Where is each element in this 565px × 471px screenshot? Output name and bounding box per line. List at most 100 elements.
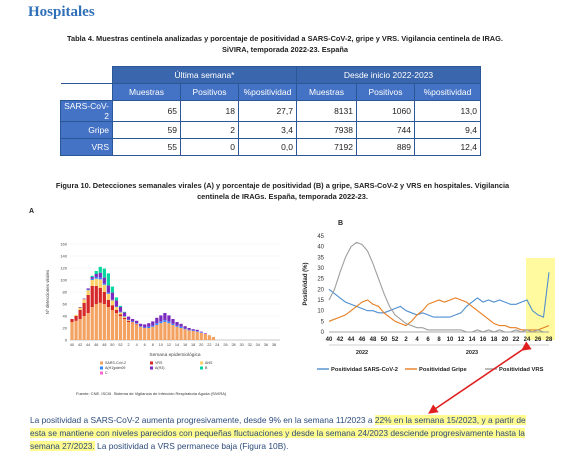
y-tick-label: 45 xyxy=(317,234,324,240)
legend-label: Positividad VRS xyxy=(499,367,544,373)
bar-segment xyxy=(139,326,143,327)
legend-label: A(H3) xyxy=(155,366,164,370)
table-cell: 889 xyxy=(356,138,415,156)
x-tick-label: 8 xyxy=(437,337,441,343)
x-tick-label: 44 xyxy=(86,343,90,347)
row-header: SARS-CoV-2 xyxy=(60,100,113,122)
bar-segment xyxy=(74,320,78,340)
bar-segment xyxy=(167,315,171,322)
table-corner xyxy=(60,66,113,84)
x-tick-label: 42 xyxy=(78,343,82,347)
bar-segment xyxy=(159,323,163,340)
bar-segment xyxy=(102,284,106,292)
bar-segment xyxy=(74,314,78,316)
bar-segment xyxy=(147,326,151,328)
bar-segment xyxy=(167,323,171,340)
legend-label: SARS-CoV-2 xyxy=(105,361,126,365)
bar-segment xyxy=(175,322,179,326)
legend-label: B xyxy=(205,366,208,370)
bar-segment xyxy=(163,322,167,340)
highlight-box xyxy=(526,258,555,340)
bar-segment xyxy=(203,334,207,340)
bar-segment xyxy=(187,330,191,340)
bar-segment xyxy=(159,321,163,324)
bar-segment xyxy=(102,268,106,278)
x-tick-label: 12 xyxy=(458,337,465,343)
bar-segment xyxy=(179,326,183,328)
bar-segment xyxy=(110,286,115,293)
group-header-season: Desde inicio 2022-2023 xyxy=(296,66,481,84)
bar-segment xyxy=(135,324,139,325)
x-tick-label: 22 xyxy=(513,337,520,343)
series-line xyxy=(328,241,549,333)
bar-segment xyxy=(163,320,167,322)
table-cell: 55 xyxy=(112,138,181,156)
x-tick-label: 40 xyxy=(326,337,333,343)
bar-segment xyxy=(167,321,171,324)
bar-segment xyxy=(207,335,211,340)
x-tick-label: 18 xyxy=(191,343,195,347)
bar-segment xyxy=(139,323,143,327)
bar-segment xyxy=(135,325,139,340)
bar-segment xyxy=(122,316,127,317)
legend-label: C xyxy=(105,371,108,375)
bar-segment xyxy=(130,321,135,322)
bar-segment xyxy=(130,322,135,323)
x-tick-label: 4 xyxy=(136,343,138,347)
bar-segment xyxy=(90,307,94,340)
year-label: 2023 xyxy=(466,350,478,356)
bar-segment xyxy=(94,271,98,274)
bar-segment xyxy=(102,283,106,285)
legend-swatch xyxy=(200,361,203,365)
bar-segment xyxy=(147,323,151,327)
x-tick-label: 48 xyxy=(102,343,106,347)
panel-a-label: A xyxy=(29,208,35,215)
bar-segment xyxy=(114,297,119,301)
positivity-table: Última semana* Desde inicio 2022-2023 Mu… xyxy=(60,66,481,156)
y-tick-label: 0 xyxy=(65,338,68,343)
y-tick-label: 160 xyxy=(60,242,67,247)
bar-segment xyxy=(98,272,102,278)
table-cell: 18 xyxy=(180,100,239,122)
bar-segment xyxy=(126,319,131,321)
bar-segment xyxy=(122,316,127,318)
bar-segment xyxy=(98,266,102,273)
bar-segment xyxy=(90,275,94,277)
table-caption: Tabla 4. Muestras centinela analizadas y… xyxy=(67,34,503,54)
bar-segment xyxy=(183,329,187,340)
col-header: Positivos xyxy=(356,83,415,101)
table-cell: 7938 xyxy=(296,121,357,139)
row-header: Gripe xyxy=(60,121,113,139)
table-row: SARS-CoV-2 65 18 27,7 8131 1060 13,0 xyxy=(60,100,481,122)
bar-segment xyxy=(147,328,151,340)
bar-segment xyxy=(94,278,98,286)
x-tick-label: 12 xyxy=(167,343,171,347)
x-tick-label: 42 xyxy=(337,337,344,343)
bar-segment xyxy=(102,277,106,284)
bar-segment xyxy=(122,312,127,316)
col-header: %positividad xyxy=(238,83,297,101)
section-heading: Hospitales xyxy=(28,4,95,20)
x-tick-label: 28 xyxy=(546,337,553,343)
x-tick-label: 28 xyxy=(231,343,235,347)
bar-segment xyxy=(86,289,90,291)
legend-swatch xyxy=(100,366,103,370)
bar-segment xyxy=(179,328,183,340)
bar-segment xyxy=(195,329,199,331)
x-tick-label: 16 xyxy=(480,337,487,343)
x-tick-label: 34 xyxy=(256,343,260,347)
x-tick-label: 24 xyxy=(215,343,219,347)
bar-segment xyxy=(191,329,195,331)
bar-segment xyxy=(122,319,127,340)
bar-segment xyxy=(70,322,74,340)
x-tick-label: 24 xyxy=(524,337,531,343)
bar-segment xyxy=(106,307,110,340)
bar-segment xyxy=(191,330,195,331)
x-tick-label: 6 xyxy=(144,343,146,347)
y-tick-label: 40 xyxy=(63,314,68,319)
bar-segment xyxy=(86,295,90,313)
x-tick-label: 4 xyxy=(415,337,419,343)
summary-paragraph: La positividad a SARS-CoV-2 aumenta prog… xyxy=(30,415,526,451)
bar-segment xyxy=(70,319,74,322)
x-axis-label: Semana epidemiológica xyxy=(149,352,201,358)
